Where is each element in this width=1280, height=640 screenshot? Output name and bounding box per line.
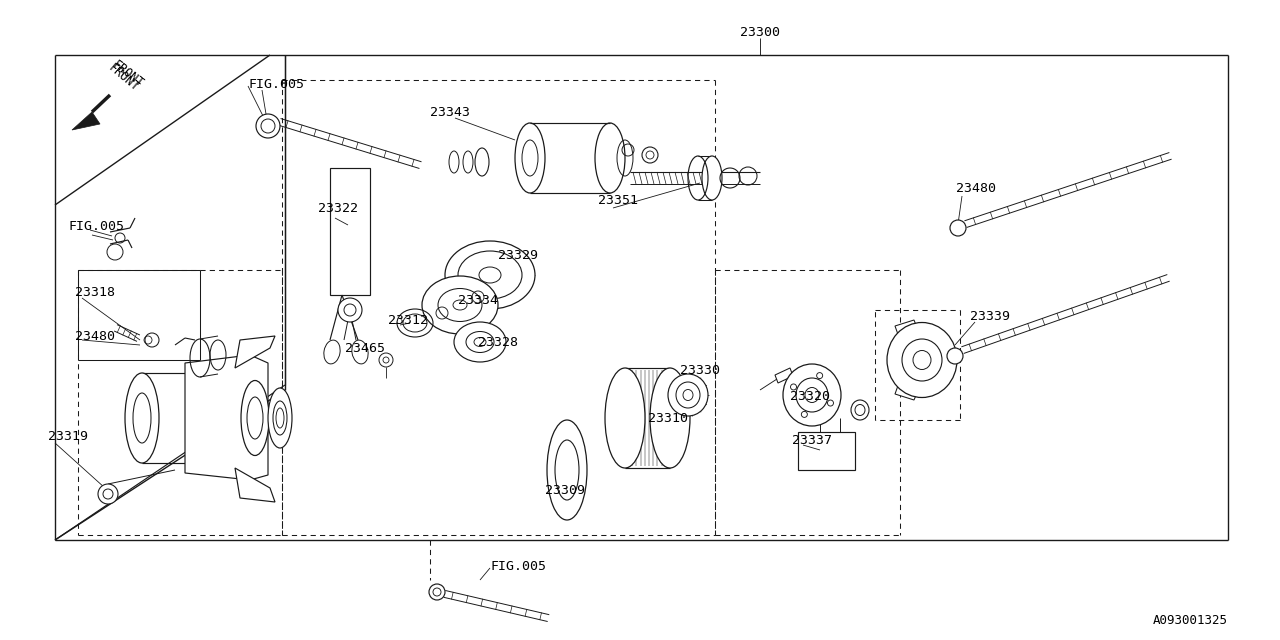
Ellipse shape <box>676 382 700 408</box>
Circle shape <box>256 114 280 138</box>
Text: 23480: 23480 <box>76 330 115 342</box>
Text: 23310: 23310 <box>648 412 689 424</box>
Circle shape <box>643 147 658 163</box>
Text: FIG.005: FIG.005 <box>490 559 547 573</box>
Ellipse shape <box>475 148 489 176</box>
Text: 23330: 23330 <box>680 364 721 376</box>
Circle shape <box>99 484 118 504</box>
Text: 23480: 23480 <box>956 182 996 195</box>
Ellipse shape <box>887 323 957 397</box>
Ellipse shape <box>241 381 269 456</box>
Text: FRONT: FRONT <box>106 61 142 95</box>
Circle shape <box>950 220 966 236</box>
Text: 23300: 23300 <box>740 26 780 38</box>
Circle shape <box>947 348 963 364</box>
Text: 23334: 23334 <box>458 294 498 307</box>
Text: 23309: 23309 <box>545 483 585 497</box>
Text: 23343: 23343 <box>430 106 470 118</box>
Polygon shape <box>236 468 275 502</box>
Ellipse shape <box>268 388 292 448</box>
Ellipse shape <box>701 156 722 200</box>
Polygon shape <box>186 355 268 480</box>
Polygon shape <box>774 368 794 383</box>
Ellipse shape <box>547 420 588 520</box>
Ellipse shape <box>125 373 159 463</box>
Circle shape <box>379 353 393 367</box>
Text: 23337: 23337 <box>792 433 832 447</box>
Ellipse shape <box>791 384 796 390</box>
Polygon shape <box>895 380 920 400</box>
Ellipse shape <box>796 378 828 412</box>
Polygon shape <box>330 168 370 295</box>
Polygon shape <box>72 112 100 130</box>
Ellipse shape <box>605 368 645 468</box>
Text: 23465: 23465 <box>346 342 385 355</box>
Ellipse shape <box>668 374 708 416</box>
Ellipse shape <box>902 339 942 381</box>
Text: 23318: 23318 <box>76 285 115 298</box>
Text: 23328: 23328 <box>477 335 518 349</box>
Text: 23322: 23322 <box>317 202 358 214</box>
Text: 23319: 23319 <box>49 429 88 442</box>
Circle shape <box>429 584 445 600</box>
Ellipse shape <box>422 276 498 334</box>
Polygon shape <box>895 320 920 340</box>
Ellipse shape <box>817 372 823 379</box>
Ellipse shape <box>454 322 506 362</box>
Ellipse shape <box>783 364 841 426</box>
Ellipse shape <box>445 241 535 309</box>
Text: 23320: 23320 <box>790 390 829 403</box>
Text: FIG.005: FIG.005 <box>68 220 124 232</box>
Text: 23312: 23312 <box>388 314 428 326</box>
Ellipse shape <box>458 251 522 299</box>
Text: 23351: 23351 <box>598 193 637 207</box>
Text: A093001325: A093001325 <box>1153 614 1228 627</box>
Ellipse shape <box>556 440 579 500</box>
Ellipse shape <box>438 289 483 321</box>
Circle shape <box>338 298 362 322</box>
Text: 23329: 23329 <box>498 248 538 262</box>
Ellipse shape <box>801 412 808 417</box>
Ellipse shape <box>851 400 869 420</box>
Text: FRONT: FRONT <box>110 58 146 90</box>
Ellipse shape <box>650 368 690 468</box>
Polygon shape <box>797 432 855 470</box>
Polygon shape <box>236 336 275 368</box>
Circle shape <box>145 333 159 347</box>
Text: FIG.005: FIG.005 <box>248 77 305 90</box>
Text: 23339: 23339 <box>970 310 1010 323</box>
Ellipse shape <box>827 400 833 406</box>
